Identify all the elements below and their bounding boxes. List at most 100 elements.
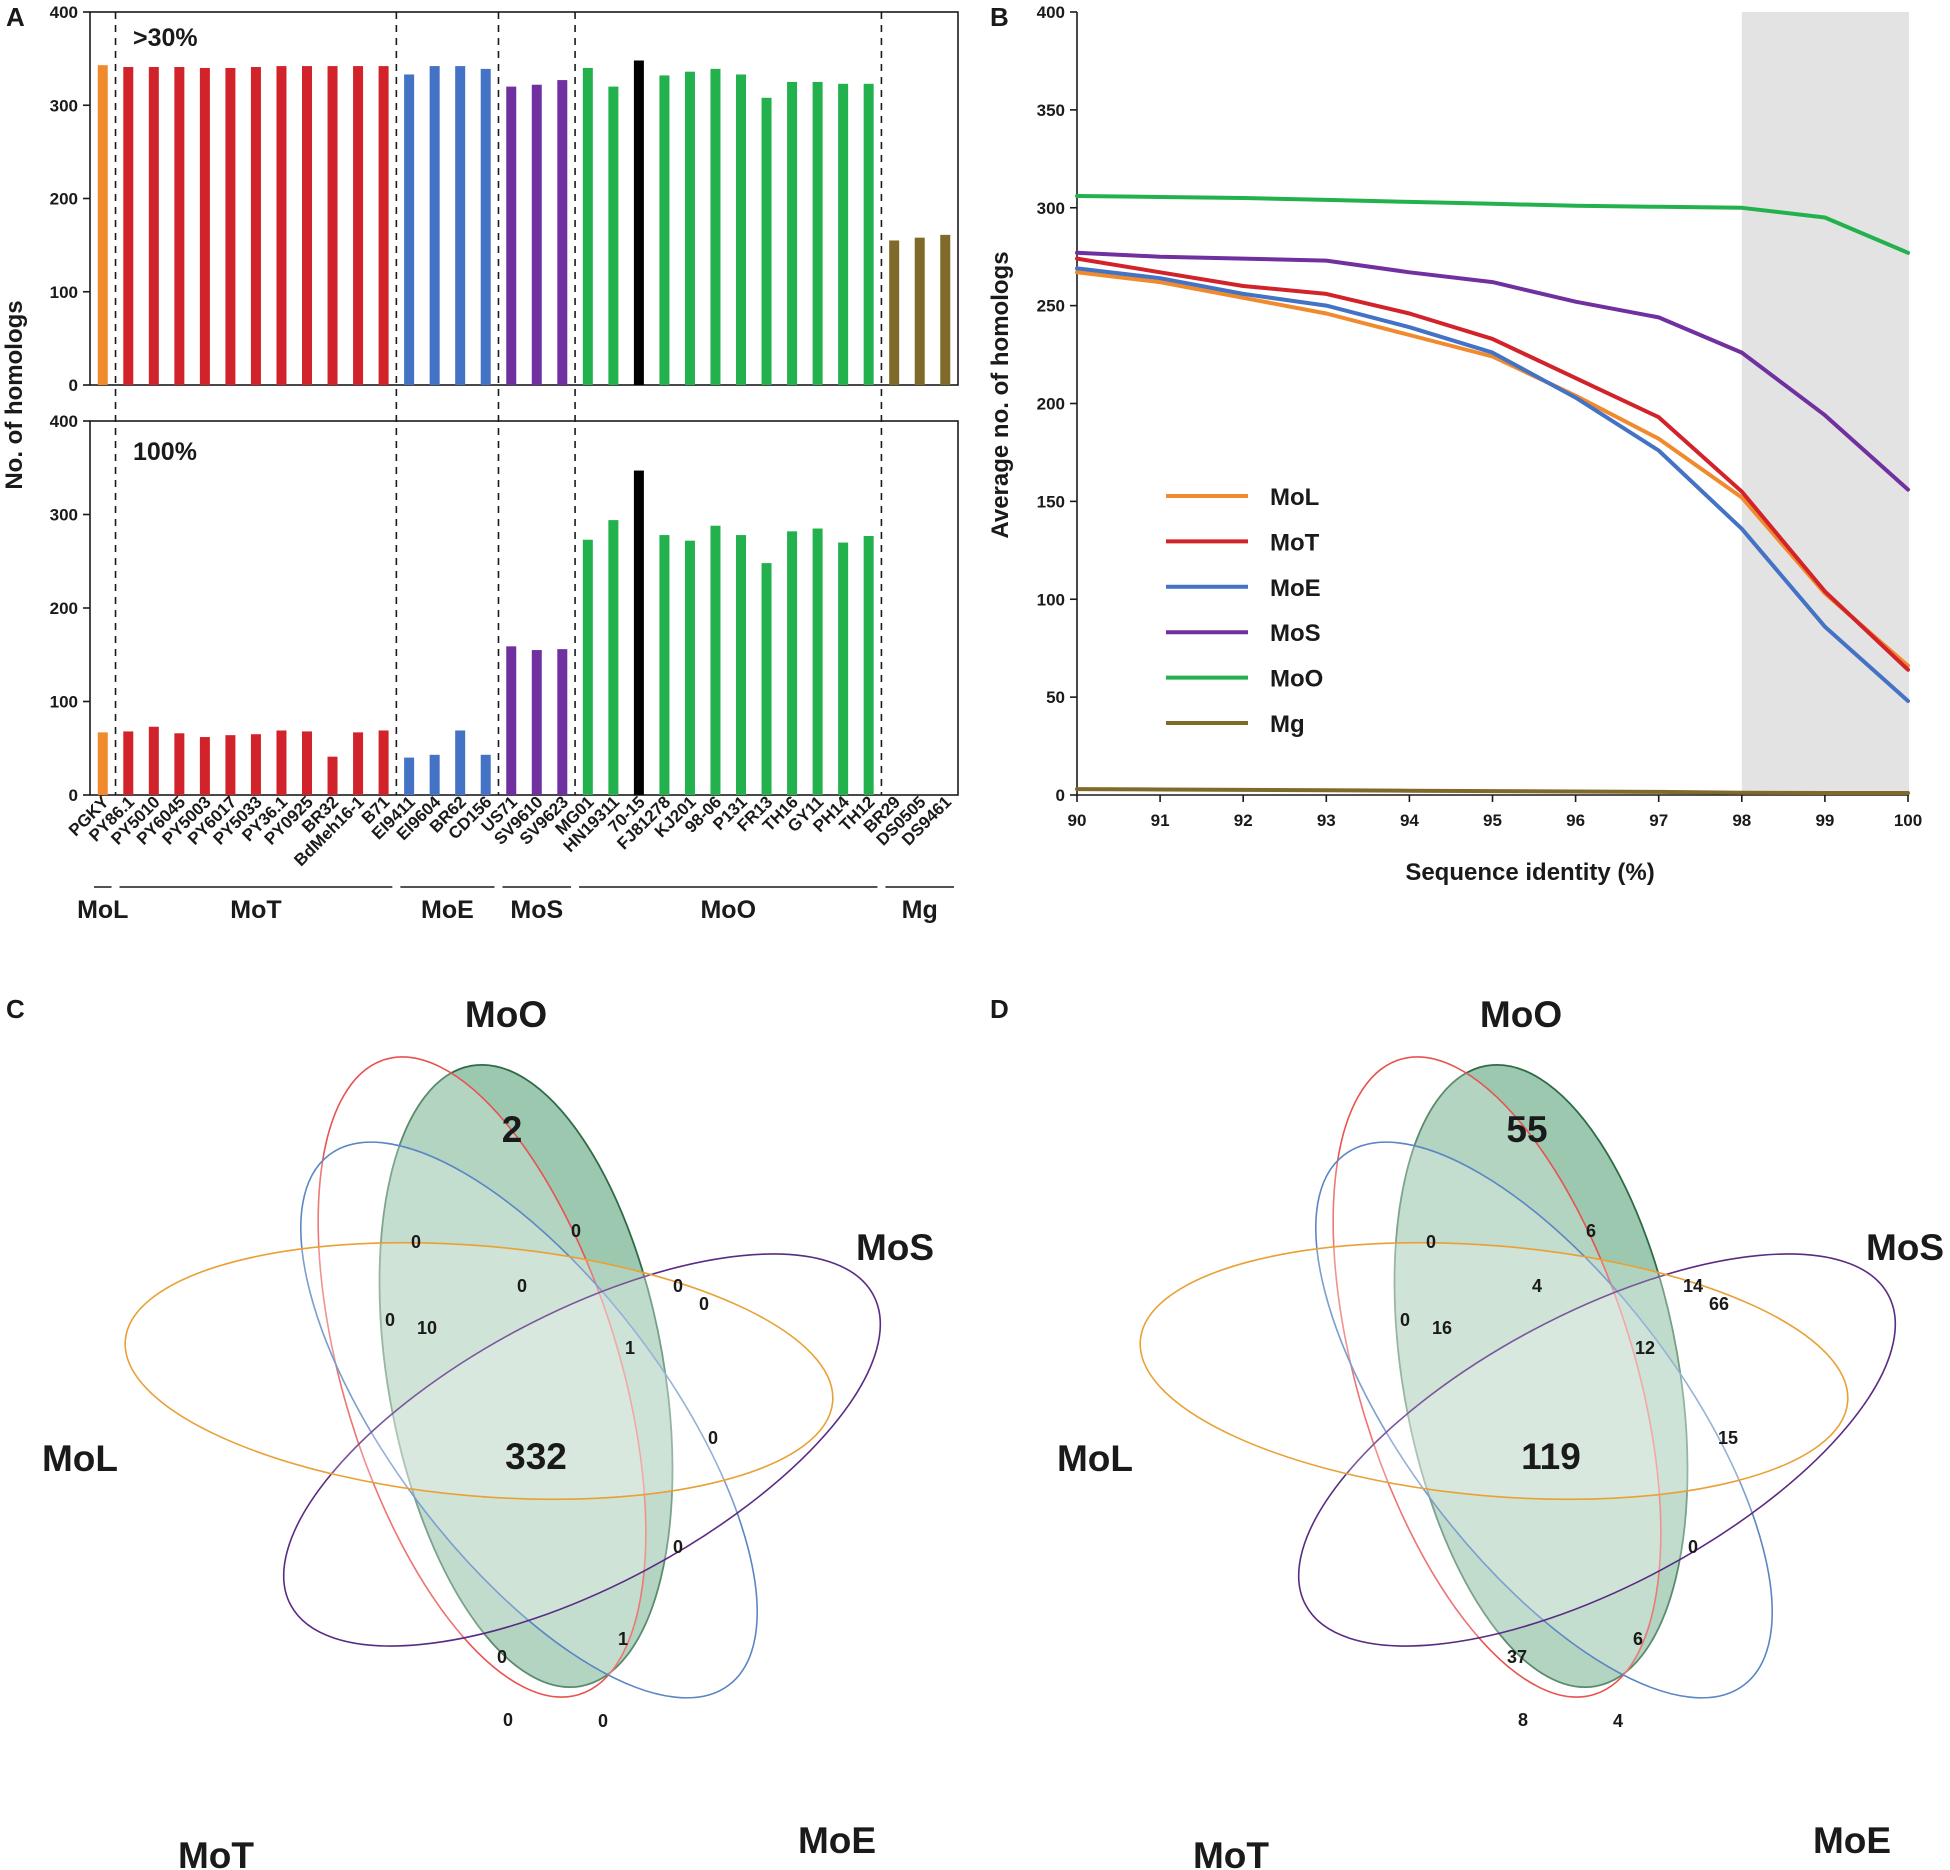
panel-b-ytick-label: 0	[1056, 786, 1065, 805]
venn-d-region-value: 0	[1400, 1310, 1410, 1330]
panel-b-line-moe	[1075, 266, 1910, 703]
bar-100-py36-1	[276, 730, 287, 795]
bar-100-br62	[455, 730, 466, 795]
venn-c-set-label-mos: MoS	[856, 1227, 934, 1268]
bar-gt30-ds0505	[914, 237, 925, 385]
bar-100-sv9610	[531, 650, 542, 795]
panel-b-ytick-label: 100	[1037, 590, 1065, 609]
bar-gt30-b71	[378, 66, 389, 386]
panel-b-xtick-label: 90	[1068, 811, 1087, 830]
legend-label-mg: Mg	[1270, 711, 1305, 738]
bar-gt30-98-06	[710, 68, 721, 385]
venn-d-set-label-moe: MoE	[1813, 1820, 1891, 1861]
bar-gt30-ei9411	[404, 74, 415, 385]
venn-d-region-value: 8	[1518, 1710, 1528, 1730]
venn-c-region-value: 1	[625, 1338, 635, 1358]
bar-100-bdmeh16-1	[353, 732, 364, 795]
venn-c-region-value: 0	[385, 1310, 395, 1330]
bar-100-p131	[736, 535, 747, 795]
panel-a-bottom-chart: 0 100 200 300 400 100%	[50, 412, 959, 805]
panel-b-ytick-label: 400	[1037, 3, 1065, 22]
legend-label-mos: MoS	[1270, 620, 1321, 647]
bar-100-hn19311	[608, 520, 619, 795]
panel-a-group-labels: MoL MoT MoE MoS MoO Mg	[77, 886, 955, 924]
venn-d-region-value: 12	[1635, 1338, 1655, 1358]
bar-100-py6045	[174, 733, 185, 795]
venn-d-set-label-mol: MoL	[1057, 1438, 1133, 1479]
venn-d-region-value: 66	[1709, 1294, 1729, 1314]
panel-b-shade-rect	[1741, 12, 1909, 795]
bar-100-py5003	[199, 737, 210, 795]
venn-d-region-value: 16	[1432, 1318, 1452, 1338]
panel-a-group-label-mot: MoT	[230, 896, 281, 924]
panel-b-line-mg	[1075, 787, 1910, 795]
bar-gt30-fr13	[761, 97, 772, 385]
bar-gt30-bdmeh16-1	[353, 66, 364, 386]
venn-d-region-value: 55	[1506, 1109, 1547, 1150]
bar-100-th12	[863, 536, 874, 795]
panel-b-xtick-label: 94	[1400, 811, 1419, 830]
venn-d-region-value: 37	[1507, 1647, 1527, 1667]
bar-gt30-py5033	[250, 67, 261, 385]
bar-100-ei9604	[429, 754, 440, 795]
panel-b-line-moo	[1075, 194, 1910, 255]
bar-gt30-br62	[455, 66, 466, 386]
panel-letter-d: D	[990, 994, 1009, 1024]
panel-c-set-labels: MoO MoS MoE MoT MoL	[42, 994, 934, 1870]
panel-b-lines	[1075, 194, 1910, 795]
venn-d-mol-ellipse	[1139, 1241, 1849, 1501]
venn-d-region-value: 14	[1683, 1276, 1703, 1296]
panel-a-category-labels: PGKYPY86.1PY5010PY6045PY5003PY6017PY5033…	[65, 792, 955, 870]
panel-a-ytick-label: 200	[50, 599, 78, 618]
panel-b-line-mos	[1075, 250, 1910, 492]
bar-gt30-mg01	[582, 67, 593, 385]
bar-100-70-15	[633, 470, 644, 795]
venn-c-region-value: 0	[699, 1294, 709, 1314]
panel-b-line-mot	[1075, 256, 1910, 672]
venn-d-region-value: 6	[1586, 1221, 1596, 1241]
bar-gt30-fj81278	[659, 75, 670, 385]
venn-c-moo-ellipse	[378, 1063, 674, 1689]
venn-c-region-value: 332	[505, 1436, 567, 1477]
panel-a-top-bars	[97, 60, 951, 386]
bar-100-br32	[327, 756, 338, 795]
bar-100-fj81278	[659, 535, 670, 795]
venn-c-region-value: 10	[417, 1318, 437, 1338]
panel-a-top-threshold-label: >30%	[133, 24, 198, 52]
bar-100-sv9623	[557, 649, 568, 795]
panel-a-y-axis-title: No. of homologs	[1, 300, 28, 489]
panel-a-top-frame	[89, 11, 959, 386]
venn-d-region-value: 6	[1633, 1629, 1643, 1649]
panel-a-ytick-label: 400	[50, 3, 78, 22]
panel-c-venn-shapes	[124, 1056, 882, 1699]
bar-100-py5033	[250, 734, 261, 795]
bar-gt30-th16	[787, 81, 798, 385]
bar-gt30-py6045	[174, 67, 185, 385]
panel-a-top-chart: 0 100 200 300 400 >30%	[50, 3, 959, 395]
panel-letter-c: C	[6, 994, 25, 1024]
venn-c-region-value: 0	[503, 1710, 513, 1730]
panel-a-ytick-label: 0	[69, 786, 78, 805]
bar-gt30-py5010	[148, 67, 159, 385]
bar-gt30-sv9610	[531, 84, 542, 386]
panel-b-xtick-label: 92	[1234, 811, 1253, 830]
venn-c-moe-ellipse	[300, 1141, 758, 1699]
panel-b-xtick-label: 91	[1151, 811, 1170, 830]
bar-gt30-sv9623	[557, 80, 568, 385]
bar-gt30-br32	[327, 66, 338, 386]
panel-b-x-axis-title: Sequence identity (%)	[1405, 859, 1654, 886]
panel-b-xtick-label: 95	[1483, 811, 1502, 830]
bar-gt30-br29	[889, 240, 900, 385]
bar-gt30-pgky	[97, 65, 108, 385]
bar-gt30-py86-1	[123, 67, 134, 385]
panel-b-ytick-label: 300	[1037, 199, 1065, 218]
bar-100-fr13	[761, 563, 772, 795]
panel-a-ytick-label: 300	[50, 96, 78, 115]
panel-a-group-dividers	[114, 12, 883, 795]
bar-gt30-py36-1	[276, 66, 287, 386]
panel-a-bottom-frame	[89, 420, 959, 796]
panel-b-xtick-label: 100	[1894, 811, 1922, 830]
panel-a-bottom-bars	[97, 470, 874, 795]
